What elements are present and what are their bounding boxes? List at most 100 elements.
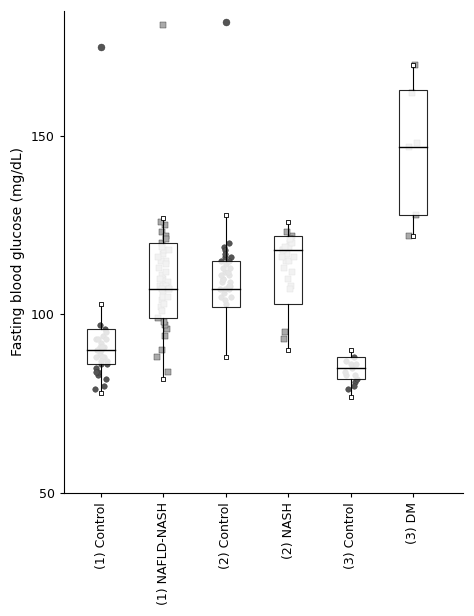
Point bbox=[221, 285, 229, 294]
Point bbox=[92, 363, 100, 373]
Point bbox=[288, 267, 296, 277]
Point bbox=[279, 245, 286, 255]
Point bbox=[228, 253, 235, 262]
Point bbox=[219, 274, 227, 284]
Point bbox=[97, 360, 105, 370]
Point bbox=[158, 295, 165, 305]
Point bbox=[160, 299, 167, 309]
Point bbox=[159, 281, 166, 291]
Point bbox=[98, 342, 105, 352]
Point bbox=[218, 256, 225, 266]
Point bbox=[160, 317, 167, 326]
Y-axis label: Fasting blood glucose (mg/dL): Fasting blood glucose (mg/dL) bbox=[11, 147, 25, 357]
Point bbox=[224, 267, 232, 277]
Point bbox=[347, 360, 355, 370]
Point bbox=[286, 235, 294, 245]
Point bbox=[160, 374, 167, 384]
Point bbox=[158, 270, 165, 280]
Point bbox=[409, 60, 417, 70]
Point bbox=[222, 17, 229, 26]
Point bbox=[220, 288, 228, 298]
Point bbox=[154, 352, 161, 362]
Point bbox=[100, 352, 108, 362]
Point bbox=[165, 245, 173, 255]
Bar bbox=[149, 243, 177, 318]
Point bbox=[95, 367, 102, 376]
Point bbox=[218, 270, 225, 280]
Point bbox=[97, 388, 105, 398]
Point bbox=[162, 267, 170, 277]
Point bbox=[222, 259, 230, 269]
Point bbox=[222, 352, 229, 362]
Point bbox=[101, 324, 109, 334]
Point bbox=[409, 88, 416, 98]
Point bbox=[405, 142, 413, 152]
Point bbox=[343, 370, 350, 380]
Point bbox=[162, 320, 169, 330]
Point bbox=[100, 331, 107, 341]
Point bbox=[348, 363, 356, 373]
Point bbox=[219, 263, 227, 273]
Point bbox=[98, 356, 105, 366]
Point bbox=[103, 356, 111, 366]
Point bbox=[159, 288, 167, 298]
Point bbox=[158, 345, 166, 355]
Point bbox=[158, 238, 165, 248]
Point bbox=[165, 285, 173, 294]
Point bbox=[157, 256, 164, 266]
Point bbox=[353, 374, 360, 384]
Point bbox=[157, 217, 165, 227]
Point bbox=[288, 231, 296, 241]
Point bbox=[344, 384, 352, 394]
Point bbox=[281, 241, 289, 251]
Point bbox=[92, 352, 100, 362]
Point bbox=[218, 277, 226, 287]
Point bbox=[94, 370, 102, 380]
Point bbox=[103, 360, 110, 370]
Point bbox=[284, 217, 292, 227]
Point bbox=[226, 238, 233, 248]
Point bbox=[162, 256, 169, 266]
Point bbox=[290, 253, 298, 262]
Point bbox=[409, 231, 417, 241]
Point bbox=[286, 285, 293, 294]
Point bbox=[91, 384, 99, 394]
Point bbox=[280, 263, 287, 273]
Point bbox=[155, 253, 162, 262]
Point bbox=[102, 334, 110, 344]
Point bbox=[281, 327, 289, 337]
Point bbox=[159, 249, 167, 259]
Point bbox=[156, 274, 164, 284]
Point bbox=[226, 281, 233, 291]
Point bbox=[219, 274, 227, 284]
Point bbox=[155, 263, 163, 273]
Point bbox=[97, 42, 105, 52]
Point bbox=[351, 378, 359, 387]
Point bbox=[216, 285, 224, 294]
Point bbox=[284, 345, 292, 355]
Point bbox=[163, 281, 170, 291]
Point bbox=[162, 231, 170, 241]
Point bbox=[222, 267, 229, 277]
Bar bbox=[274, 236, 302, 304]
Point bbox=[96, 342, 103, 352]
Point bbox=[222, 209, 229, 219]
Point bbox=[162, 259, 170, 269]
Bar bbox=[212, 261, 240, 307]
Point bbox=[227, 263, 234, 273]
Point bbox=[162, 235, 170, 245]
Point bbox=[284, 274, 292, 284]
Point bbox=[227, 291, 235, 301]
Point bbox=[352, 370, 359, 380]
Point bbox=[160, 213, 167, 223]
Point bbox=[283, 256, 290, 266]
Point bbox=[94, 334, 101, 344]
Point bbox=[226, 281, 234, 291]
Point bbox=[288, 281, 295, 291]
Point bbox=[285, 256, 292, 266]
Point bbox=[343, 356, 350, 366]
Point bbox=[279, 245, 287, 255]
Point bbox=[158, 227, 165, 237]
Point bbox=[154, 313, 162, 323]
Point bbox=[163, 324, 171, 334]
